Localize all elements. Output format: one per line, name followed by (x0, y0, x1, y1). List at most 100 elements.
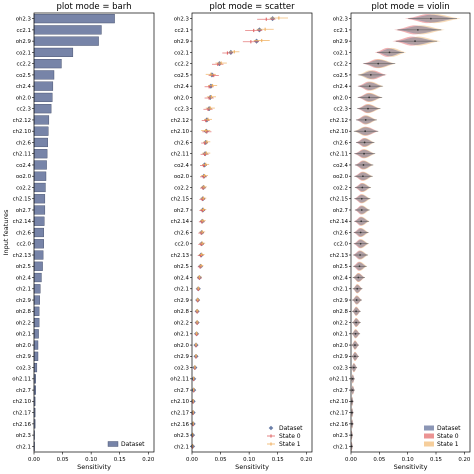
y-tick-label: ch2.1 (333, 287, 348, 293)
y-tick-label: ch2.4 (16, 84, 32, 90)
violin-median (354, 355, 356, 358)
violin-median (360, 209, 363, 211)
y-tick-label: co2.1 (333, 50, 348, 56)
bar (33, 115, 50, 125)
y-tick-label: co2.5 (174, 73, 189, 79)
y-tick-label: ch2.1 (174, 444, 189, 450)
violin-median (364, 130, 367, 133)
violin-median (368, 85, 371, 88)
x-tick-label: 0.10 (402, 457, 415, 463)
dataset-point (198, 263, 204, 269)
y-tick-label: ch2.10 (330, 129, 349, 135)
bar (33, 317, 40, 328)
y-tick-label: ch2.6 (174, 230, 190, 236)
bar (33, 25, 102, 35)
y-tick-label: cc2.0 (174, 242, 189, 248)
y-tick-label: oh2.7 (16, 208, 31, 214)
y-tick-label: ch2.6 (333, 230, 349, 236)
y-tick-label: oh2.2 (174, 320, 189, 326)
y-tick-label: oh2.8 (16, 309, 32, 315)
y-tick-label: ch2.10 (13, 399, 32, 405)
violin-median (359, 242, 362, 245)
y-tick-label: oh2.3 (16, 433, 31, 439)
violin-median (414, 40, 416, 43)
y-tick-label: ch2.12 (13, 118, 31, 124)
y-tick-label: oo2.0 (333, 174, 349, 180)
y-tick-label: ch2.10 (171, 129, 190, 135)
y-tick-label: co2.4 (333, 163, 348, 169)
y-tick-label: oh2.3 (174, 433, 189, 439)
legend-swatch (107, 441, 119, 447)
y-tick-label: ch2.1 (16, 287, 31, 293)
violin-median (362, 175, 364, 178)
y-tick-label: ch2.15 (171, 197, 189, 203)
y-tick-label: ch2.1 (333, 444, 348, 450)
x-tick-label: 0.00 (345, 457, 358, 463)
y-tick-label: oh2.3 (16, 17, 31, 23)
x-tick-label: 0.00 (186, 457, 199, 463)
y-tick-label: co2.2 (333, 185, 348, 191)
legend-label: Dataset (279, 425, 303, 432)
violin-median (362, 164, 365, 166)
dataset-point (198, 252, 204, 258)
bar (33, 216, 45, 226)
y-tick-label: oh2.8 (174, 309, 190, 315)
violin-median (351, 411, 354, 414)
y-tick-label: oh2.11 (329, 377, 348, 383)
y-tick-label: oh2.11 (12, 377, 31, 383)
bar (33, 351, 39, 361)
violin-median (359, 231, 362, 234)
violin-median (358, 265, 361, 268)
y-tick-label: co2.2 (16, 185, 31, 191)
bar (33, 70, 55, 80)
y-tick-label: ch2.12 (330, 118, 348, 124)
y-tick-label: ch2.1 (174, 287, 189, 293)
chart-title: plot mode = violin (371, 2, 449, 12)
dataset-point (199, 241, 205, 247)
bar (33, 92, 53, 103)
x-tick-label: 0.05 (373, 457, 385, 463)
y-tick-label: co2.2 (174, 185, 189, 191)
violin-median (377, 62, 380, 65)
violin-median (363, 141, 366, 144)
bar (33, 149, 48, 159)
x-tick-label: 0.10 (85, 457, 98, 463)
y-tick-label: co2.1 (174, 50, 189, 56)
violin-median (355, 310, 357, 313)
bar (33, 340, 39, 350)
bar (33, 250, 44, 260)
violin-median (360, 197, 363, 200)
y-tick-label: co2.1 (16, 50, 31, 56)
y-tick-label: cc2.2 (333, 62, 348, 68)
y-tick-label: oh2.5 (174, 264, 189, 270)
legend-swatch (424, 425, 434, 431)
bar (33, 36, 99, 46)
y-tick-label: oh2.9 (174, 39, 190, 45)
y-tick-label: ch2.16 (13, 422, 32, 428)
x-tick-label: 0.15 (272, 457, 284, 463)
bar (33, 295, 40, 305)
legend-label: State 0 (437, 433, 459, 440)
x-tick-label: 0.20 (458, 457, 471, 463)
legend-label: State 0 (279, 433, 301, 440)
violin-median (364, 119, 367, 121)
y-tick-label: oh2.3 (333, 17, 348, 23)
y-tick-label: oh2.3 (174, 17, 189, 23)
legend-label: State 1 (279, 441, 301, 448)
y-tick-label: oh2.7 (174, 208, 189, 214)
y-tick-label: ch2.9 (16, 298, 32, 304)
legend-label: Dataset (121, 441, 145, 448)
dataset-point (203, 128, 209, 134)
y-tick-label: cc2.3 (174, 107, 189, 113)
x-tick-label: 0.20 (300, 457, 313, 463)
y-tick-label: co2.4 (174, 163, 189, 169)
y-tick-label: ch2.7 (174, 388, 189, 394)
y-tick-label: ch2.4 (333, 84, 349, 90)
y-tick-label: ch2.9 (333, 298, 349, 304)
legend-swatch (424, 433, 434, 439)
y-tick-label: oo2.0 (174, 174, 190, 180)
y-tick-label: ch2.14 (330, 219, 349, 225)
x-axis-label: Sensitivity (394, 463, 428, 471)
x-axis-label: Sensitivity (77, 463, 111, 471)
